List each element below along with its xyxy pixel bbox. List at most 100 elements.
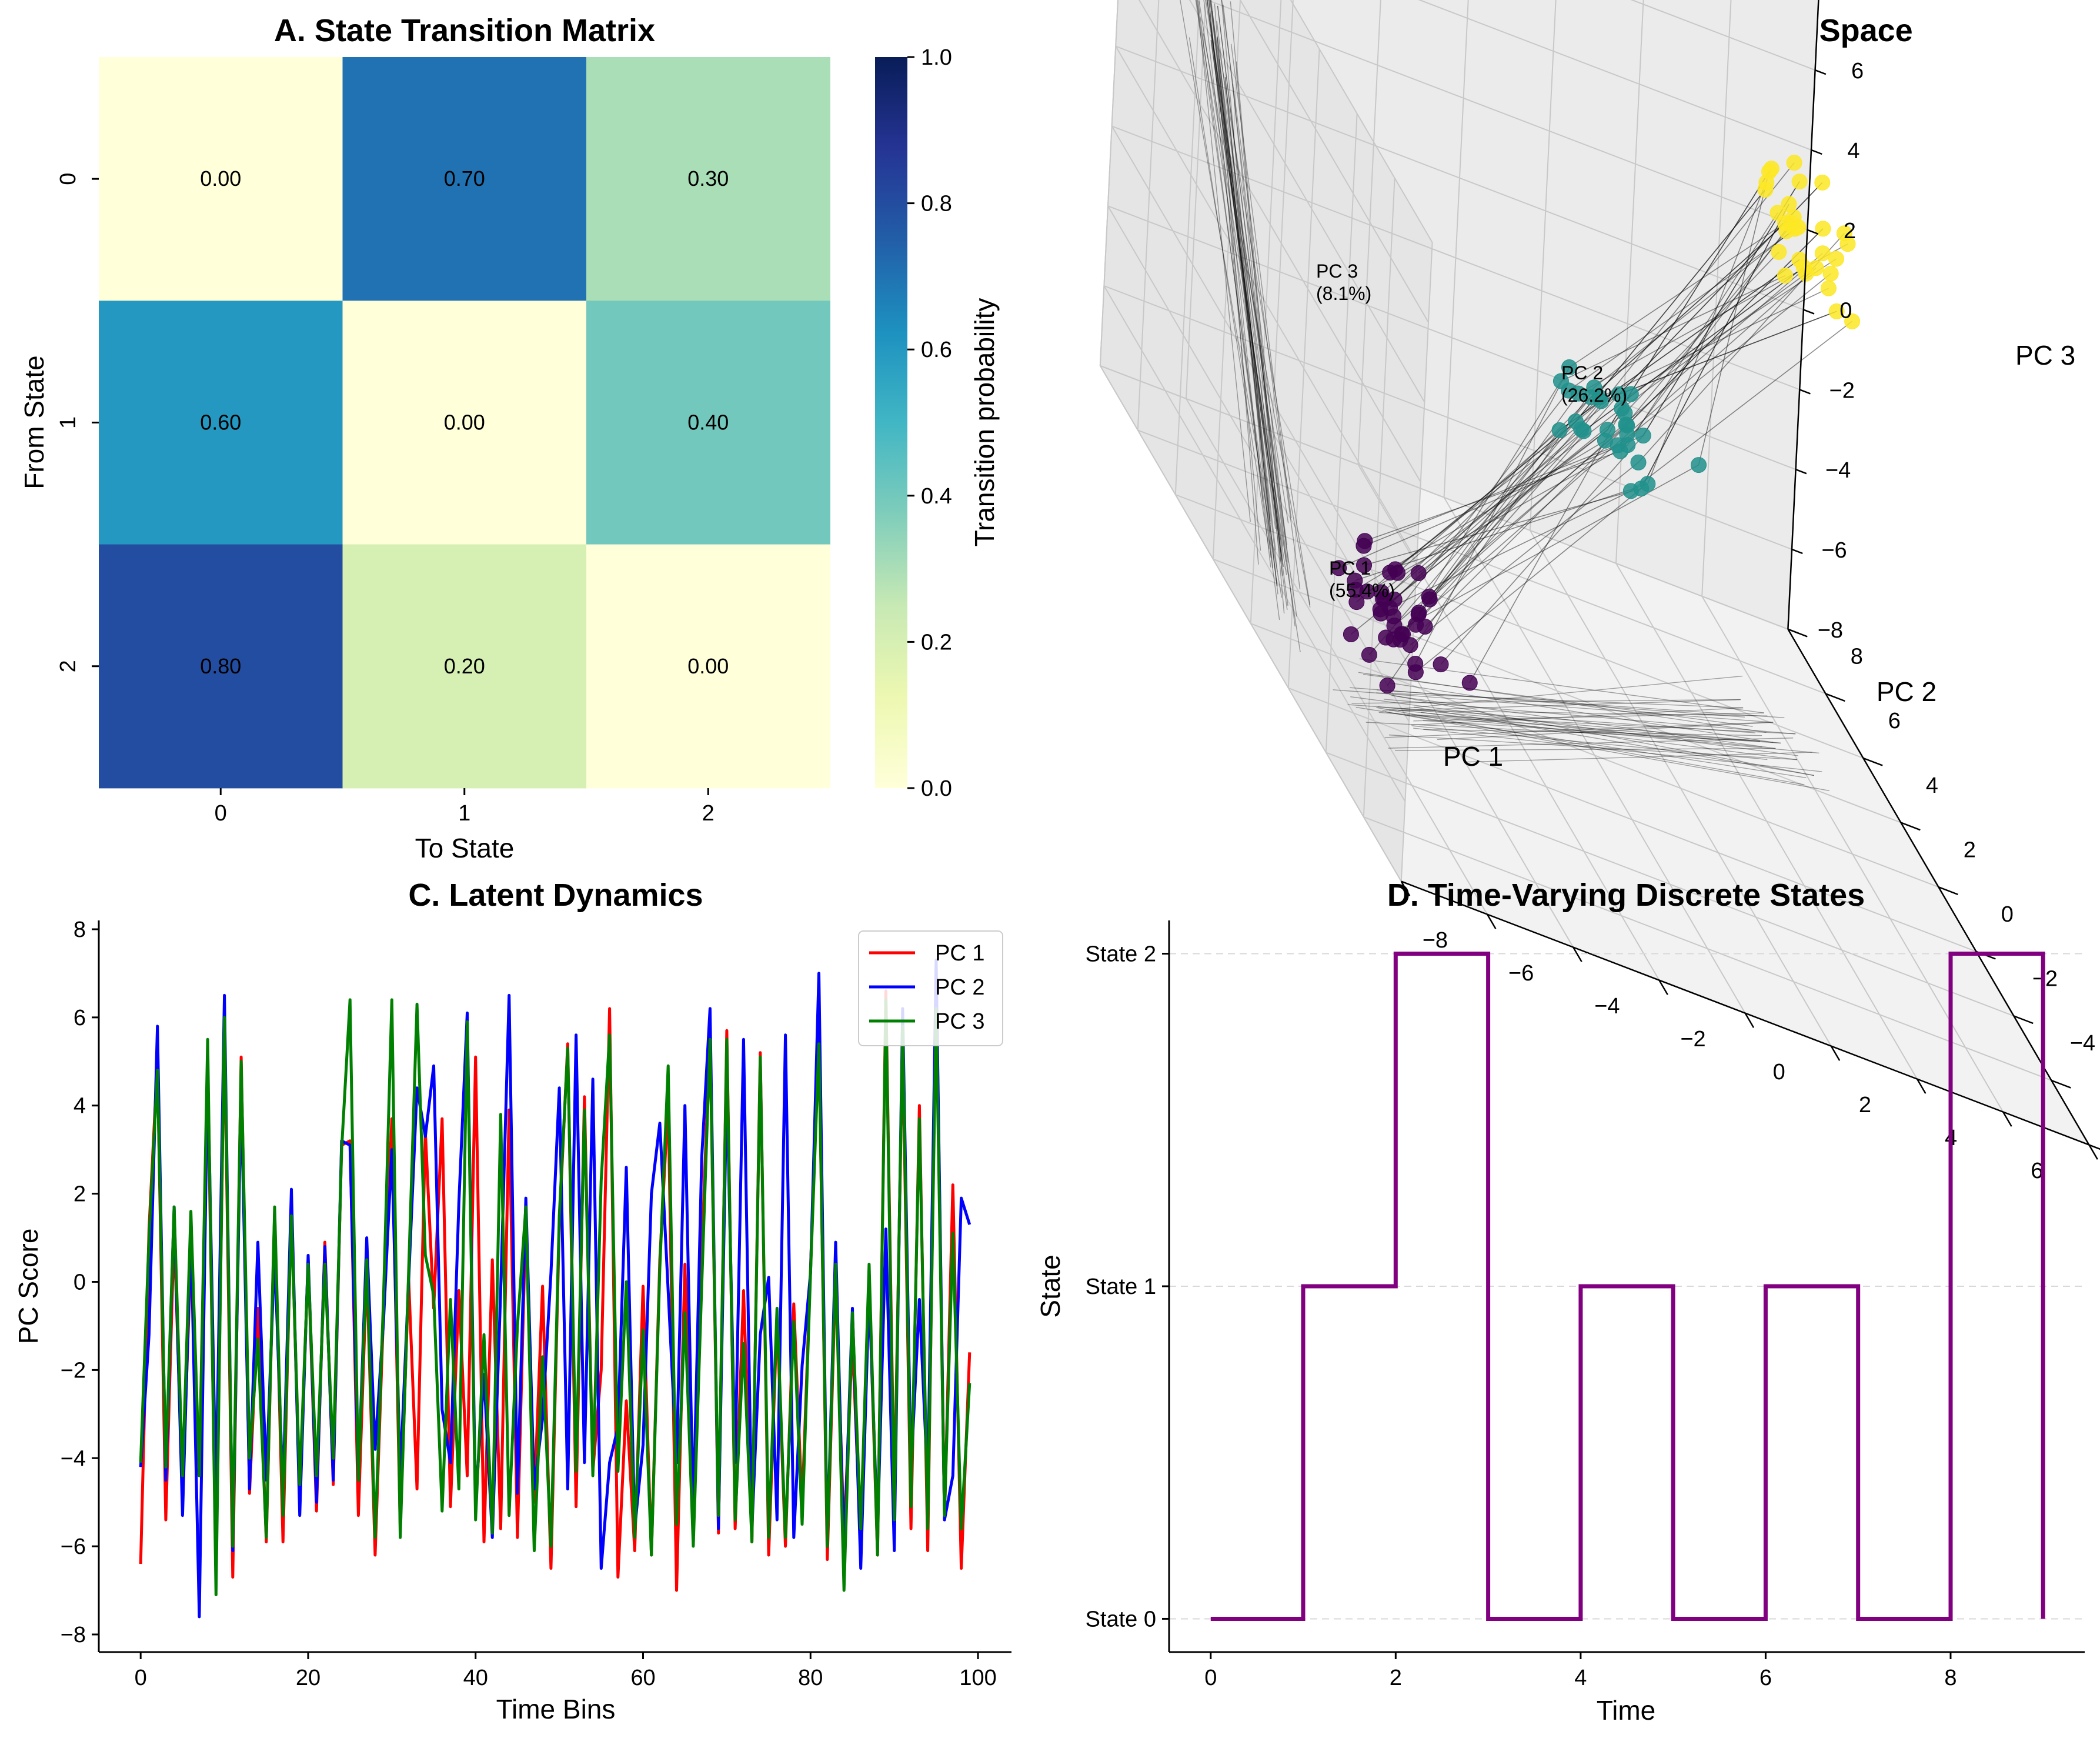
- pc3-tick-label: 4: [1847, 139, 1859, 164]
- heatmap-cell: [586, 57, 830, 301]
- scatter-point: [1573, 421, 1590, 438]
- cell-value-label: 0.20: [444, 654, 485, 678]
- scatter-point: [1331, 560, 1347, 576]
- gridline: [1175, 494, 1864, 759]
- gridline: [1174, 0, 1200, 495]
- pc3-tick-mark: [1787, 628, 1799, 634]
- trajectory-side-projection: [1217, 36, 1311, 605]
- scatter-point: [1356, 557, 1373, 573]
- scatter-points: [1331, 155, 1861, 694]
- trajectory-side-projection: [1224, 77, 1271, 522]
- pc-annotation: PC 1 (55.4%): [1329, 558, 1395, 601]
- heatmap-cell: [99, 544, 343, 789]
- pc1-tick-mark: [2002, 1111, 2012, 1127]
- pc1-tick-mark: [1486, 913, 1497, 929]
- pc2-tick-mark: [1862, 757, 1883, 766]
- panel-c-title: C. Latent Dynamics: [408, 877, 703, 913]
- cell-value-label: 0.00: [444, 410, 485, 434]
- pc3-tick-mark: [1799, 389, 1811, 395]
- heatmap-cells: 0.00 0.70 0.30 0.60 0.00 0.40 0.80 0.20 0.00: [99, 57, 830, 789]
- scatter-point: [1356, 538, 1372, 554]
- heatmap-cell: [342, 301, 587, 545]
- trajectory-side-projection: [1221, 0, 1301, 590]
- trajectory-floor-projection: [1411, 707, 1744, 726]
- trajectory-side-projection: [1197, 0, 1280, 620]
- pc2-tick-label: 4: [1926, 773, 1938, 798]
- heatmap-x-label: To State: [415, 833, 515, 863]
- panel-d-step-chart: D. Time-Varying Discrete States 0 2 4 6 8 St…: [1035, 877, 2085, 1726]
- trajectory-floor-projection: [1378, 712, 1760, 742]
- heatmap-cell: [342, 57, 587, 301]
- trajectory-side-projection: [1210, 0, 1276, 529]
- scatter-point: [1617, 405, 1633, 421]
- state-step-line: [1210, 952, 2045, 1621]
- trajectory-side-projection: [1197, 0, 1251, 522]
- trajectory-side-projection: [1203, 33, 1311, 608]
- pc2-tick-mark: [1825, 693, 1845, 702]
- gridline: [1290, 0, 1433, 243]
- state-step-line-path: [1210, 952, 2045, 1621]
- trajectory-floor-projection: [1423, 720, 1781, 744]
- gridline: [1239, 0, 1429, 323]
- scatter-point: [1839, 236, 1856, 252]
- scatter-point: [1815, 221, 1831, 237]
- scatter-point: [1382, 599, 1398, 616]
- x-ticks: 0 2 4 6 8: [1204, 1652, 1957, 1690]
- trajectory-side-projection: [1223, 4, 1289, 563]
- gridline: [1529, 530, 1832, 1047]
- x-tick-label: 1: [458, 801, 470, 826]
- panel-a-title: A. State Transition Matrix: [274, 13, 655, 48]
- scatter-point: [1640, 476, 1656, 492]
- x-axis-label: Time Bins: [496, 1694, 616, 1724]
- y-tick-label: State 0: [1086, 1607, 1156, 1631]
- trajectory-side-projection: [1217, 5, 1287, 562]
- x-tick-label: 40: [463, 1666, 488, 1690]
- legend-label: PC 2: [935, 975, 984, 1000]
- heatmap-cell: [99, 301, 343, 545]
- panel-d-title: D. Time-Varying Discrete States: [1387, 877, 1865, 913]
- y-tick-label: −8: [61, 1623, 86, 1647]
- gridline: [1418, 0, 1812, 151]
- trajectory-floor-projection: [1333, 689, 1774, 723]
- trajectory-side-projection: [1236, 61, 1283, 576]
- axis-label-pc3: PC 3: [2015, 340, 2075, 371]
- scatter-point: [1361, 646, 1377, 663]
- scatter-point: [1758, 174, 1775, 191]
- x-tick-label: 0: [135, 1666, 147, 1690]
- pc1-tick-mark: [1744, 1012, 1755, 1028]
- trajectory-floor-projection: [1407, 714, 1819, 754]
- scatter-point: [1791, 174, 1808, 190]
- scatter-point: [1586, 379, 1602, 396]
- cell-value-label: 0.00: [200, 166, 241, 191]
- trajectory-side-projection: [1230, 44, 1292, 518]
- trajectory-side-projection: [1206, 0, 1288, 606]
- scatter-point: [1820, 280, 1837, 296]
- scatter-point: [1379, 678, 1395, 694]
- scatter-point: [1570, 385, 1587, 402]
- x-tick-label: 2: [1390, 1666, 1402, 1690]
- scatter-point: [1828, 303, 1845, 319]
- x-tick-label: 8: [1944, 1666, 1957, 1690]
- colorbar-tick-label: 0.6: [921, 338, 952, 362]
- pc3-tick-label: 6: [1851, 59, 1864, 84]
- gridline: [1115, 45, 1804, 311]
- line-series: [139, 958, 971, 1619]
- pc1-tick-mark: [1573, 946, 1582, 962]
- panel-a-heatmap: A. State Transition Matrix 0.00 0.70 0.300…: [19, 13, 1000, 863]
- trajectory-floor-projection: [1359, 658, 1765, 713]
- pc1-tick-label: 0: [1773, 1060, 1785, 1085]
- scatter-point: [1407, 656, 1424, 672]
- y-axis-label: PC Score: [13, 1229, 44, 1344]
- gridline: [1701, 0, 1732, 596]
- trajectory-floor-projection: [1437, 722, 1774, 740]
- gridline: [1100, 365, 1788, 630]
- pc3-tick-mark: [1811, 149, 1822, 155]
- trajectory-floor-projection: [1414, 706, 1814, 776]
- pc3-tick-label: −8: [1818, 618, 1843, 643]
- pc2-tick-mark: [1900, 822, 1921, 831]
- series-line: [139, 998, 971, 1597]
- trajectory-side-projection: [1208, 0, 1264, 502]
- heatmap-cell: [99, 57, 343, 301]
- scatter-point: [1410, 565, 1427, 582]
- y-tick-label: 1: [56, 416, 81, 429]
